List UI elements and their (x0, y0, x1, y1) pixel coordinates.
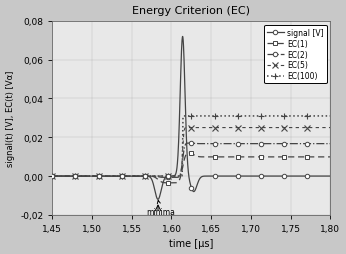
EC(100) (293, 115, 297, 118)
signal [V] (156, 198, 160, 201)
EC(2) (157, 176, 161, 179)
EC(2) (82, 175, 86, 178)
Legend: signal [V], EC(1), EC(2), EC(5), EC(100): signal [V], EC(1), EC(2), EC(5), EC(100) (264, 26, 327, 84)
EC(2) (323, 142, 327, 146)
signal [V] (157, 197, 161, 200)
EC(5) (293, 126, 297, 130)
EC(100) (98, 175, 102, 178)
EC(100) (50, 175, 54, 178)
EC(5) (186, 126, 191, 130)
Line: EC(1): EC(1) (50, 151, 333, 185)
EC(5) (82, 175, 86, 178)
EC(1) (293, 156, 297, 159)
EC(100) (328, 115, 333, 118)
EC(5) (98, 175, 102, 178)
signal [V] (323, 175, 327, 178)
Line: EC(5): EC(5) (49, 125, 333, 179)
Y-axis label: signal(t) [V], EC(t) [Vα]: signal(t) [V], EC(t) [Vα] (6, 70, 15, 166)
Text: minima: minima (146, 201, 175, 216)
EC(1) (82, 175, 86, 178)
EC(100) (323, 115, 327, 118)
signal [V] (50, 175, 54, 178)
EC(1) (328, 156, 333, 159)
EC(2) (50, 175, 54, 178)
signal [V] (181, 36, 185, 39)
signal [V] (328, 175, 333, 178)
signal [V] (169, 175, 173, 178)
EC(2) (293, 142, 297, 146)
EC(5) (157, 175, 161, 178)
Line: signal [V]: signal [V] (50, 35, 333, 202)
EC(1) (170, 182, 174, 185)
EC(2) (328, 142, 333, 146)
EC(100) (158, 175, 163, 178)
EC(2) (170, 176, 174, 179)
EC(1) (157, 179, 161, 182)
signal [V] (293, 175, 297, 178)
signal [V] (98, 175, 102, 178)
EC(5) (328, 126, 333, 130)
Line: EC(2): EC(2) (50, 141, 333, 180)
EC(100) (169, 175, 173, 178)
EC(5) (50, 175, 54, 178)
EC(2) (169, 176, 173, 179)
Title: Energy Criterion (EC): Energy Criterion (EC) (133, 6, 251, 15)
EC(2) (98, 175, 102, 178)
EC(100) (157, 175, 161, 178)
EC(1) (323, 156, 327, 159)
EC(5) (167, 175, 172, 178)
EC(1) (169, 182, 173, 185)
EC(100) (82, 175, 86, 178)
EC(100) (182, 115, 186, 118)
EC(1) (98, 175, 102, 178)
Line: EC(100): EC(100) (49, 113, 334, 180)
EC(5) (169, 175, 173, 178)
EC(1) (187, 152, 191, 155)
EC(1) (50, 175, 54, 178)
signal [V] (82, 175, 86, 178)
EC(5) (323, 126, 327, 130)
EC(2) (187, 142, 191, 145)
X-axis label: time [μs]: time [μs] (169, 239, 213, 248)
